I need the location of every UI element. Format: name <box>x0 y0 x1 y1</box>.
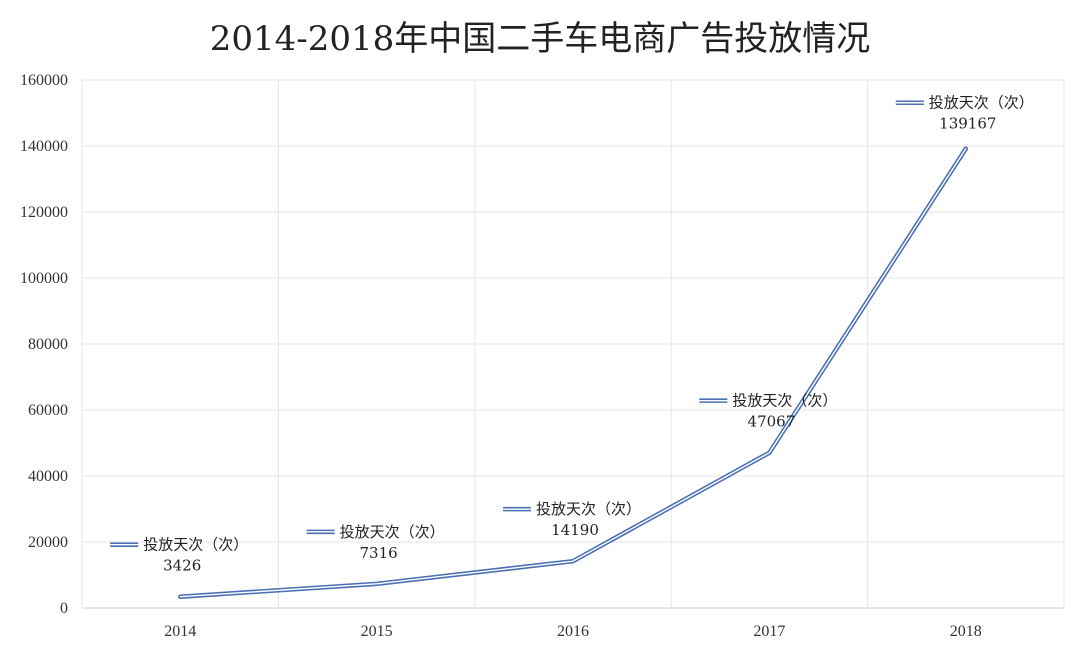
data-label-series-name: 投放天次（次） <box>732 392 837 410</box>
y-tick-label: 160000 <box>20 72 68 89</box>
data-label-series-name: 投放天次（次） <box>340 523 445 541</box>
chart-title: 2014-2018年中国二手车电商广告投放情况 <box>210 19 871 59</box>
y-tick-label: 60000 <box>28 402 68 419</box>
x-tick-label: 2014 <box>164 623 196 640</box>
y-axis-tick-labels: 0 20000 40000 60000 80000 100000 120000 140000 1… <box>20 72 68 617</box>
x-tick-label: 2015 <box>361 623 393 640</box>
x-tick-label: 2018 <box>950 623 982 640</box>
data-label: 投放天次（次） 14190 <box>503 500 641 539</box>
series-line-inner <box>179 148 967 598</box>
data-label-series-name: 投放天次（次） <box>536 500 641 518</box>
data-label-value: 7316 <box>360 544 398 562</box>
x-axis-tick-labels: 2014 2015 2016 2017 2018 <box>164 623 982 640</box>
y-tick-label: 140000 <box>20 138 68 155</box>
data-label: 投放天次（次） 139167 <box>895 94 1034 133</box>
grid <box>81 79 1065 609</box>
data-labels: 投放天次（次）3426投放天次（次）7316投放天次（次）14190投放天次（次… <box>110 94 1034 575</box>
y-tick-label: 100000 <box>20 270 68 287</box>
data-label: 投放天次（次） 3426 <box>110 536 248 575</box>
data-label-value: 47067 <box>748 413 796 431</box>
data-label-value: 139167 <box>939 115 996 133</box>
data-label-series-name: 投放天次（次） <box>143 536 248 554</box>
data-label-value: 3426 <box>163 557 201 575</box>
data-label-series-name: 投放天次（次） <box>929 94 1034 112</box>
data-label: 投放天次（次） 7316 <box>306 523 445 562</box>
data-label: 投放天次（次） 47067 <box>699 392 837 431</box>
y-tick-label: 80000 <box>28 336 68 353</box>
x-tick-label: 2017 <box>753 623 785 640</box>
y-tick-label: 40000 <box>28 468 68 485</box>
data-label-value: 14190 <box>551 521 599 539</box>
y-tick-label: 0 <box>60 600 68 617</box>
y-tick-label: 20000 <box>28 534 68 551</box>
series-line-group <box>177 146 969 599</box>
x-tick-label: 2016 <box>557 623 589 640</box>
y-tick-label: 120000 <box>20 204 68 221</box>
